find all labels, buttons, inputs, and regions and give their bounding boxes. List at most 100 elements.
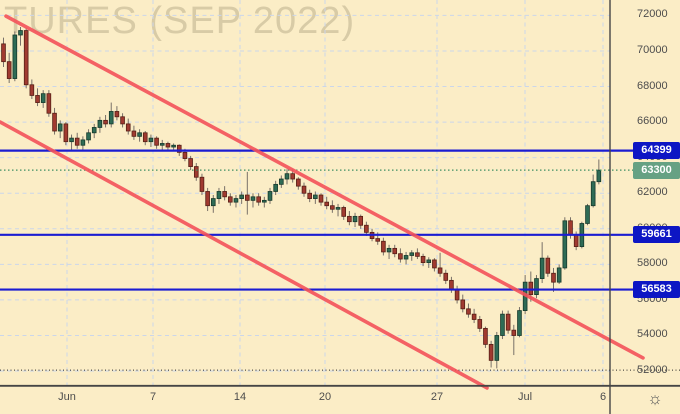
candle-up xyxy=(585,205,590,224)
candle-up xyxy=(148,137,154,143)
candle-up xyxy=(409,252,415,256)
candle-down xyxy=(176,144,182,153)
candle-down xyxy=(471,313,477,320)
candle-up xyxy=(108,111,114,125)
candle-down xyxy=(23,30,29,86)
candle-up xyxy=(86,132,91,141)
candle-up xyxy=(267,191,273,201)
candle-up xyxy=(210,198,216,207)
candle-up xyxy=(137,132,142,137)
candle-down xyxy=(154,137,159,146)
candle-down xyxy=(301,185,307,194)
candle-down xyxy=(324,201,329,207)
candle-up xyxy=(596,169,602,183)
candle-down xyxy=(1,43,6,63)
candle-down xyxy=(131,130,137,137)
candle-down xyxy=(188,158,193,167)
channel-upper-trendline[interactable] xyxy=(4,14,645,360)
candle-up xyxy=(239,194,244,199)
candle-up xyxy=(556,267,562,283)
candle-down xyxy=(103,119,108,125)
candle-down xyxy=(245,194,250,201)
candle-down xyxy=(358,215,364,226)
candle-down xyxy=(415,252,420,257)
candle-down xyxy=(545,257,551,274)
candle-down xyxy=(466,308,471,315)
candle-down xyxy=(120,116,125,125)
candle-down xyxy=(307,192,312,199)
candle-up xyxy=(250,196,256,201)
candle-down xyxy=(364,224,369,233)
candle-down xyxy=(46,93,52,114)
candle-down xyxy=(488,343,494,361)
candle-up xyxy=(273,183,278,192)
y-axis-area[interactable] xyxy=(610,0,680,385)
candle-down xyxy=(222,191,227,198)
candle-up xyxy=(517,310,522,336)
candle-down xyxy=(573,234,579,247)
candle-down xyxy=(205,191,210,207)
candle-down xyxy=(227,196,233,203)
candle-down xyxy=(256,196,261,203)
candle-up xyxy=(216,191,222,199)
candle-up xyxy=(539,257,545,279)
candle-up xyxy=(262,199,267,203)
candle-up xyxy=(313,194,318,199)
candle-down xyxy=(199,176,205,192)
candle-down xyxy=(35,95,40,103)
candle-up xyxy=(97,119,103,128)
candle-down xyxy=(477,319,483,329)
candle-down xyxy=(318,194,324,203)
candle-down xyxy=(114,111,120,118)
channel-lower-trendline[interactable] xyxy=(0,120,489,390)
candle-up xyxy=(233,198,239,203)
candle-up xyxy=(335,207,341,210)
candle-up xyxy=(80,139,86,146)
chart-settings-icon[interactable]: ☼ xyxy=(647,389,663,408)
x-axis-area[interactable] xyxy=(0,385,610,414)
candle-down xyxy=(330,205,335,210)
candle-up xyxy=(403,255,409,260)
candle-down xyxy=(63,123,69,143)
candle-down xyxy=(551,272,556,283)
candle-down xyxy=(6,61,12,79)
candle-up xyxy=(500,313,505,336)
candle-down xyxy=(182,151,188,159)
candle-down xyxy=(449,279,454,290)
candle-up xyxy=(57,123,63,132)
candle-down xyxy=(505,313,511,331)
candle-up xyxy=(534,278,539,296)
candle-down xyxy=(142,132,148,143)
candle-up xyxy=(91,127,97,134)
candle-down xyxy=(460,299,466,310)
candle-down xyxy=(437,267,443,274)
candle-down xyxy=(454,288,460,301)
candle-down xyxy=(296,178,301,187)
candle-down xyxy=(381,240,386,253)
symbol-watermark: TURES (SEP 2022) xyxy=(4,0,356,42)
candle-down xyxy=(29,84,35,96)
candle-up xyxy=(284,173,290,180)
candle-up xyxy=(352,215,358,223)
candle-down xyxy=(392,247,398,255)
candle-down xyxy=(347,215,352,223)
candle-up xyxy=(426,259,432,263)
candle-down xyxy=(52,112,57,132)
candle-down xyxy=(420,255,426,263)
candle-up xyxy=(159,143,165,146)
candle-up xyxy=(494,335,500,361)
candle-up xyxy=(590,181,596,207)
candle-up xyxy=(12,34,18,79)
candle-down xyxy=(74,137,80,146)
candle-down xyxy=(528,281,534,296)
candle-down xyxy=(483,327,488,345)
candle-down xyxy=(341,207,346,217)
candle-down xyxy=(432,259,437,269)
candle-down xyxy=(290,173,295,180)
candle-up xyxy=(562,220,568,269)
candle-down xyxy=(398,253,403,260)
candle-up xyxy=(279,178,284,185)
candle-down xyxy=(443,272,449,281)
